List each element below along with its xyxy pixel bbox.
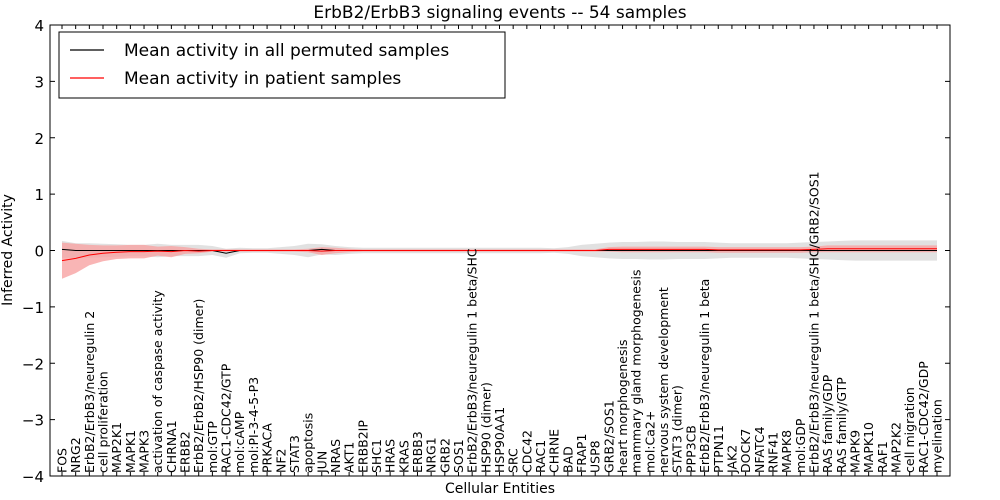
category-label: mol:PI-3-4-5-P3 [246,377,261,473]
category-label: JUN [314,451,329,474]
category-label: ErbB2/ErbB3/neuregulin 2 [82,311,97,473]
category-label: MAPK10 [861,422,876,473]
category-label: mol:GDP [793,418,808,473]
y-tick-label: −1 [22,299,44,317]
y-tick-label: −4 [22,468,44,486]
chart-title: ErbB2/ErbB3 signaling events -- 54 sampl… [313,3,686,23]
category-label: STAT3 [287,435,302,473]
y-tick-label: −3 [22,412,44,430]
category-label: mammary gland morphogenesis [629,270,644,473]
category-label: GRB2 [437,438,452,473]
category-label: SHC1 [369,439,384,473]
category-label: AKT1 [342,442,357,473]
category-label: mol:cAMP [232,411,247,473]
category-label: NFATC4 [752,426,767,473]
category-label: cell migration [902,387,917,473]
category-label: SRC [506,448,521,473]
category-label: ErbB2/ErbB2/HSP90 (dimer) [191,299,206,473]
category-label: SOS1 [451,439,466,473]
y-tick-label: 3 [34,73,44,91]
category-label: RAF1 [875,441,890,473]
category-label: NF2 [273,449,288,474]
category-label: ERBB2IP [355,420,370,473]
category-label: MAP2K2 [889,422,904,473]
category-label: RAC1 [533,440,548,473]
y-tick-label: 2 [34,130,44,148]
y-tick-label: 0 [34,243,44,261]
category-label: USP8 [588,440,603,473]
category-label: HRAS [383,439,398,473]
category-label: NRG1 [424,437,439,473]
category-label: cell proliferation [96,371,111,473]
category-label: activation of caspase activity [150,290,165,473]
category-label: MAPK9 [848,430,863,473]
category-label: mol:GTP [205,421,220,473]
category-label: JAK2 [724,445,739,474]
category-label: RAC1-CDC42/GTP [219,363,234,473]
category-label: DOCK7 [738,429,753,473]
category-label: STAT3 (dimer) [670,385,685,473]
category-label: MAP2K1 [109,422,124,473]
y-axis-label: Inferred Activity [0,194,16,306]
line-series-1 [61,248,937,262]
category-label: ErbB2/ErbB3/neuregulin 1 beta/SHC/GRB2/S… [807,171,822,473]
category-label: CHRNE [547,429,562,473]
category-label: NRAS [328,439,343,473]
category-label: mol:Ca2+ [642,411,657,473]
category-label: HSP90AA1 [492,407,507,473]
legend-label-patient: Mean activity in patient samples [124,69,401,89]
category-label: ErbB2/ErbB3/neuregulin 1 beta [697,279,712,473]
category-label: nervous system development [656,287,671,473]
category-label: RNF41 [765,432,780,473]
category-label: RAC1-CDC42/GDP [916,361,931,473]
category-label: myelination [930,399,945,473]
legend: Mean activity in all permuted samples Me… [58,31,506,99]
category-label: FOS [55,448,70,473]
category-label: BAD [560,446,575,473]
band-series-1 [62,242,937,279]
category-label: RAS family/GTP [834,377,849,473]
category-label: CHRNA1 [164,420,179,473]
y-axis-ticks: −4 −3 −2 −1 0 1 2 3 4 [22,17,950,486]
category-label: CDC42 [519,430,534,473]
category-label: FRAP1 [574,434,589,473]
legend-label-permuted: Mean activity in all permuted samples [124,41,449,61]
x-axis-ticks [61,25,938,476]
category-label: MAPK1 [123,430,138,473]
category-label: MAPK8 [779,430,794,473]
category-label: PRKACA [260,423,275,473]
legend-box [58,31,506,99]
category-label: PPP3CB [683,425,698,473]
category-label: MAPK3 [137,430,152,473]
y-tick-label: 4 [34,17,44,35]
category-label: apoptosis [301,413,316,473]
category-label: HSP90 (dimer) [478,382,493,473]
category-label: PTPN11 [711,425,726,473]
x-axis-label: Cellular Entities [445,481,555,497]
y-tick-label: −2 [22,355,44,373]
category-label: ERBB2 [178,431,193,473]
category-label: RAS family/GDP [820,374,835,473]
category-label: NRG2 [68,437,83,473]
category-label: ErbB2/ErbB3/neuregulin 1 beta/SHC [465,248,480,473]
category-label: KRAS [396,440,411,473]
category-label: ERBB3 [410,431,425,473]
series-lines [61,248,937,262]
category-label: GRB2/SOS1 [601,400,616,473]
y-tick-label: 1 [34,186,44,204]
category-label: heart morphogenesis [615,340,630,474]
